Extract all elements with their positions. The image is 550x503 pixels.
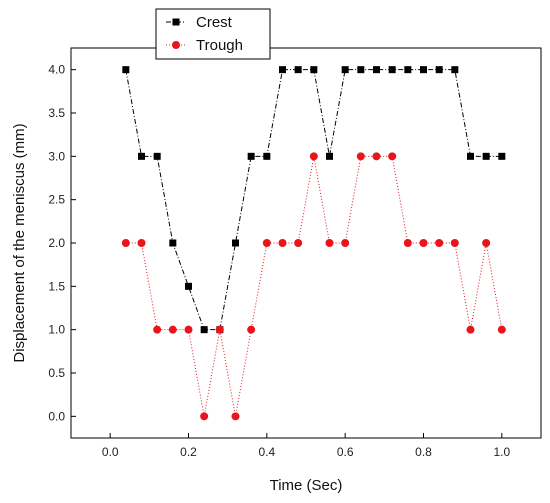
data-point-crest: [341, 66, 349, 74]
data-point-trough: [388, 152, 397, 161]
data-point-crest: [138, 152, 145, 160]
y-tick-label: 1.0: [48, 323, 65, 337]
data-point-crest: [153, 152, 161, 160]
data-point-crest: [435, 66, 443, 74]
data-point-trough: [450, 239, 459, 247]
x-tick-label: 0.0: [102, 445, 119, 459]
y-tick-label: 1.5: [48, 279, 65, 293]
data-point-crest: [420, 66, 427, 74]
y-tick-label: 2.0: [48, 236, 65, 250]
x-tick-label: 1.0: [493, 445, 510, 459]
x-axis: 0.0 0.2 0.4 0.6 0.8 1.0: [102, 433, 510, 459]
data-point-trough: [372, 152, 381, 161]
data-point-trough: [262, 239, 271, 247]
data-point-crest: [263, 152, 271, 160]
data-point-crest: [404, 66, 412, 74]
data-point-crest: [185, 282, 192, 290]
data-point-trough: [497, 325, 506, 334]
data-point-trough: [215, 325, 224, 334]
legend-marker-trough: [172, 41, 180, 49]
data-point-trough: [309, 152, 318, 161]
data-point-trough: [466, 325, 475, 334]
data-point-trough: [278, 239, 287, 247]
data-point-trough: [200, 412, 209, 421]
data-point-trough: [153, 325, 162, 334]
data-point-trough: [121, 239, 130, 247]
data-point-trough: [435, 239, 444, 247]
data-point-trough: [294, 239, 303, 247]
data-point-crest: [247, 152, 255, 160]
data-point-crest: [467, 152, 474, 160]
legend: Crest Trough: [155, 8, 271, 60]
data-point-crest: [482, 152, 490, 160]
legend-label-crest: Crest: [196, 14, 233, 31]
x-axis-title: Time (Sec): [270, 477, 343, 494]
legend-box: [155, 8, 271, 60]
data-point-crest: [279, 66, 286, 74]
data-point-crest: [498, 152, 506, 160]
y-tick-label: 0.5: [48, 366, 65, 380]
data-point-crest: [200, 326, 208, 334]
y-axis: 0.0 0.5 1.0 1.5 2.0 2.5 3.0 3.5 4.0: [48, 63, 76, 423]
data-point-trough: [341, 239, 350, 247]
series-markers: [121, 66, 506, 421]
data-point-trough: [137, 239, 146, 247]
data-point-trough: [482, 239, 491, 247]
y-tick-label: 3.5: [48, 106, 65, 120]
legend-label-trough: Trough: [196, 37, 243, 54]
y-tick-label: 0.0: [48, 409, 65, 423]
data-point-trough: [247, 325, 256, 334]
data-point-crest: [357, 66, 365, 74]
y-tick-label: 3.0: [48, 149, 65, 163]
data-point-trough: [403, 239, 412, 247]
data-point-crest: [388, 66, 396, 74]
data-point-crest: [294, 66, 302, 74]
x-tick-label: 0.2: [180, 445, 197, 459]
y-tick-label: 2.5: [48, 193, 65, 207]
data-point-trough: [168, 325, 177, 334]
y-axis-title: Displacement of the meniscus (mm): [11, 123, 28, 362]
data-point-trough: [325, 239, 334, 247]
data-point-crest: [326, 152, 333, 160]
data-point-trough: [356, 152, 365, 161]
data-point-trough: [184, 325, 193, 334]
y-tick-label: 4.0: [48, 63, 65, 77]
data-point-crest: [232, 239, 239, 247]
x-tick-label: 0.4: [258, 445, 275, 459]
legend-marker-crest: [172, 18, 180, 26]
data-point-crest: [169, 239, 177, 247]
data-point-crest: [122, 66, 130, 74]
x-tick-label: 0.6: [337, 445, 354, 459]
data-point-trough: [231, 412, 240, 421]
data-point-trough: [419, 239, 428, 247]
data-point-crest: [451, 66, 459, 74]
x-tick-label: 0.8: [415, 445, 432, 459]
data-point-crest: [373, 66, 380, 74]
data-point-crest: [310, 66, 318, 74]
